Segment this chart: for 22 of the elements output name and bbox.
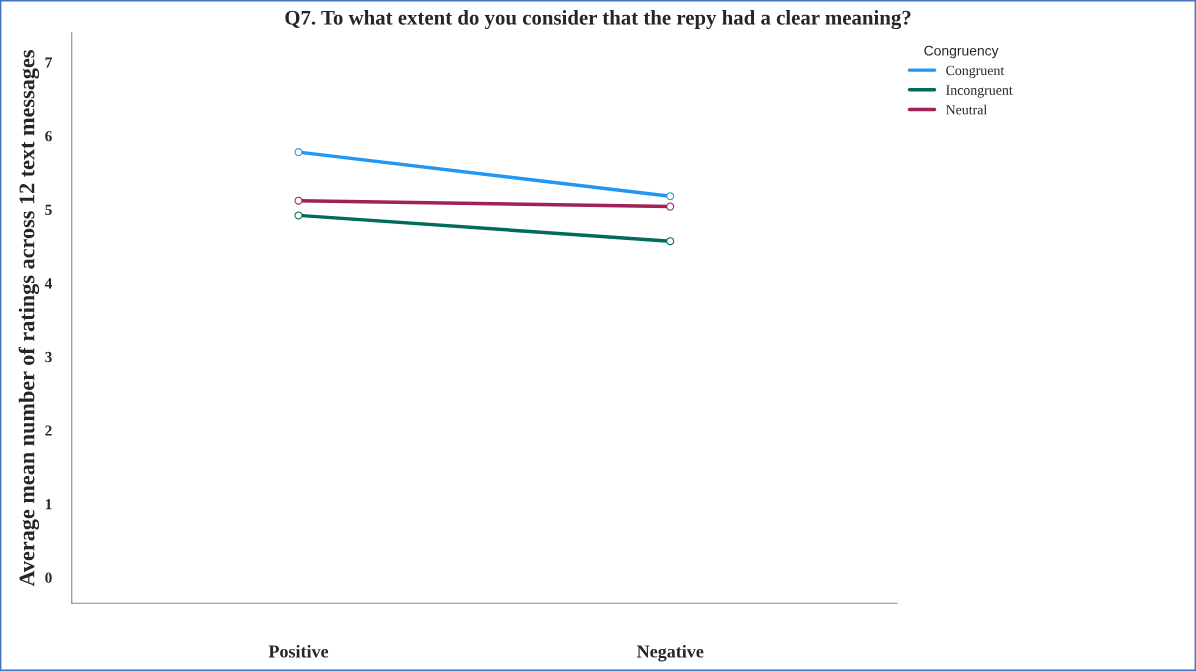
point <box>666 202 675 211</box>
legend-label: Neutral <box>946 104 987 115</box>
point <box>294 211 303 220</box>
y-tick-label: 1 <box>45 499 52 510</box>
y-tick-label: 7 <box>45 57 52 68</box>
point <box>666 237 675 246</box>
y-tick-label: 2 <box>45 425 52 436</box>
legend-title: Congruency <box>924 45 999 59</box>
y-tick-label: 5 <box>45 204 52 215</box>
y-tick-label: 0 <box>45 572 52 583</box>
y-tick-label: 6 <box>45 131 52 142</box>
legend-label: Congruent <box>946 65 1005 78</box>
y-axis-title: Average mean number of ratings across 12 text messages <box>18 50 40 587</box>
x-tick-label: Positive <box>268 644 329 658</box>
point <box>294 196 303 205</box>
y-tick-label: 3 <box>45 351 52 363</box>
point <box>294 148 303 157</box>
x-tick-label: Negative <box>637 644 704 662</box>
y-tick-label: 4 <box>44 278 53 289</box>
legend-label: Incongruent <box>946 85 1013 98</box>
chart-title: Q7. To what extent do you consider that the repy had a clear meaning? <box>285 10 911 30</box>
point <box>666 192 675 201</box>
